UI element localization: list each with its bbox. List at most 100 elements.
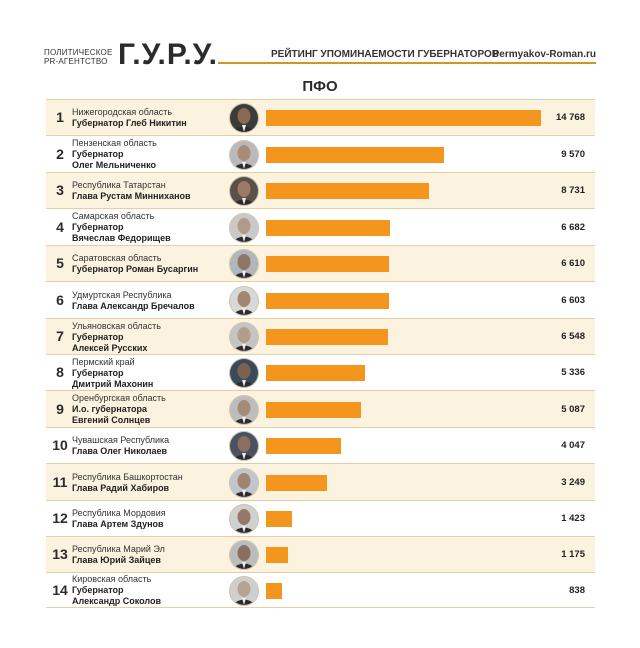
mentions-value: 4 047 (561, 440, 585, 451)
mentions-value: 838 (569, 584, 585, 596)
region-name: Пермский край (72, 356, 135, 367)
mentions-bar (266, 438, 341, 454)
mentions-value: 5 336 (561, 367, 585, 378)
governor-name: Губернатор (72, 222, 124, 232)
governor-name: Губернатор Глеб Никитин (72, 118, 187, 128)
mentions-value: 6 610 (561, 258, 585, 269)
governor-info: Саратовская область Губернатор Роман Буса… (72, 253, 232, 275)
mentions-bar (266, 329, 388, 345)
rank-number: 11 (52, 473, 68, 490)
avatar (229, 322, 259, 352)
avatar (229, 358, 259, 388)
logo: Г.У.Р.У. (118, 38, 218, 71)
mentions-value: 8 731 (561, 185, 585, 196)
rank-number: 8 (56, 364, 64, 380)
ranking-row: 6 Удмуртская Республика Глава Александр Бр… (46, 281, 595, 319)
mentions-value: 6 682 (561, 221, 585, 233)
mentions-value: 3 249 (561, 476, 585, 488)
governor-info: Республика Башкортостан Глава Радий Хабир… (72, 472, 232, 494)
chart-bottom-border (46, 607, 595, 608)
avatar (229, 431, 259, 461)
mentions-bar (266, 511, 292, 527)
region-title: ПФО (302, 78, 338, 95)
governor-name: Глава Юрий Зайцев (72, 555, 161, 565)
mentions-bar (266, 365, 365, 381)
mentions-bar (266, 183, 429, 199)
rank-number: 7 (56, 328, 64, 344)
rank-number: 3 (56, 182, 64, 198)
mentions-value: 1 175 (561, 549, 585, 560)
region-name: Кировская область (72, 574, 152, 584)
avatar (229, 285, 259, 316)
ranking-row: 2 Пензенская область Губернатор Олег Мельни… (46, 135, 595, 173)
avatar (229, 394, 259, 425)
governor-name: Губернатор (72, 367, 124, 378)
region-name: Республика Татарстан (72, 180, 166, 190)
mentions-bar (266, 292, 389, 309)
header: ПОЛИТИЧЕСКОЕ PR-АГЕНТСТВО Г.У.Р.У. РЕЙТИ… (44, 38, 596, 74)
mentions-value: 1 423 (561, 513, 585, 524)
avatar (229, 249, 259, 279)
mentions-value: 5 087 (561, 403, 585, 415)
mentions-bar (266, 474, 327, 491)
ranking-row: 10 Чувашская Республика Глава Олег Николае… (46, 427, 595, 464)
governor-info: Самарская область Губернатор Вячеслав Федо… (72, 211, 232, 244)
governor-name: Дмитрий Махонин (72, 378, 154, 389)
mentions-bar (266, 582, 282, 599)
mentions-value: 9 570 (561, 148, 585, 160)
agency-label: ПОЛИТИЧЕСКОЕ PR-АГЕНТСТВО (44, 48, 113, 66)
ranking-row: 1 Нижегородская область Губернатор Глеб Ни… (46, 99, 595, 136)
ranking-row: 8 Пермский край Губернатор Дмитрий Махонин 5… (46, 354, 595, 391)
governor-info: Чувашская Республика Глава Олег Николаев (72, 435, 232, 457)
rank-number: 14 (52, 581, 68, 598)
mentions-value: 6 548 (561, 331, 585, 342)
governor-name: Губернатор (72, 331, 124, 342)
governor-name: Глава Артем Здунов (72, 519, 164, 529)
ranking-row: 7 Ульяновская область Губернатор Алексей Ру… (46, 318, 595, 355)
governor-name: Александр Соколов (72, 596, 162, 606)
rating-subtitle: РЕЙТИНГ УПОМИНАЕМОСТИ ГУБЕРНАТОРОВ (271, 49, 500, 60)
ranking-row: 11 Республика Башкортостан Глава Радий Хаб… (46, 463, 595, 501)
ranking-row: 9 Оренбургская область И.о. губернатора Евг… (46, 390, 595, 428)
avatar (229, 467, 259, 498)
ranking-row: 14 Кировская область Губернатор Александр С… (46, 572, 595, 608)
region-name: Ульяновская область (72, 320, 161, 331)
region-name: Республика Мордовия (72, 508, 166, 518)
governor-info: Нижегородская область Губернатор Глеб Ник… (72, 107, 232, 129)
rank-number: 12 (52, 510, 68, 526)
rank-number: 4 (56, 218, 64, 235)
avatar (229, 176, 259, 206)
mentions-bar (266, 256, 389, 272)
avatar (229, 540, 259, 570)
governor-info: Кировская область Губернатор Александр Сок… (72, 574, 232, 607)
region-name: Саратовская область (72, 253, 162, 263)
governor-name: Глава Александр Бречалов (72, 300, 195, 311)
governor-info: Республика Татарстан Глава Рустам Минниха… (72, 180, 232, 202)
agency-line-2: PR-АГЕНТСТВО (44, 57, 108, 66)
governor-info: Республика Марий Эл Глава Юрий Зайцев (72, 544, 232, 566)
governor-name: Вячеслав Федорищев (72, 233, 171, 243)
governor-name: И.о. губернатора (72, 404, 148, 414)
rank-number: 5 (56, 255, 64, 271)
ranking-row: 12 Республика Мордовия Глава Артем Здунов 1… (46, 500, 595, 537)
avatar (229, 139, 259, 170)
governor-name: Глава Олег Николаев (72, 446, 167, 456)
avatar (229, 575, 259, 606)
ranking-row: 5 Саратовская область Губернатор Роман Бус… (46, 245, 595, 282)
rank-number: 6 (56, 291, 64, 308)
region-name: Самарская область (72, 211, 155, 221)
region-name: Республика Марий Эл (72, 544, 165, 554)
governor-name: Губернатор (72, 585, 124, 595)
governor-name: Губернатор (72, 149, 124, 159)
governor-info: Пермский край Губернатор Дмитрий Махонин (72, 357, 232, 390)
region-name: Оренбургская область (72, 393, 166, 403)
rank-number: 1 (56, 109, 64, 125)
avatar (229, 212, 259, 243)
header-divider (218, 62, 596, 64)
mentions-bar (266, 401, 361, 418)
region-name: Республика Башкортостан (72, 471, 183, 482)
ranking-row: 3 Республика Татарстан Глава Рустам Минних… (46, 172, 595, 209)
governor-info: Ульяновская область Губернатор Алексей Рус… (72, 321, 232, 354)
region-name: Удмуртская Республика (72, 289, 172, 300)
governor-info: Удмуртская Республика Глава Александр Бре… (72, 290, 232, 312)
